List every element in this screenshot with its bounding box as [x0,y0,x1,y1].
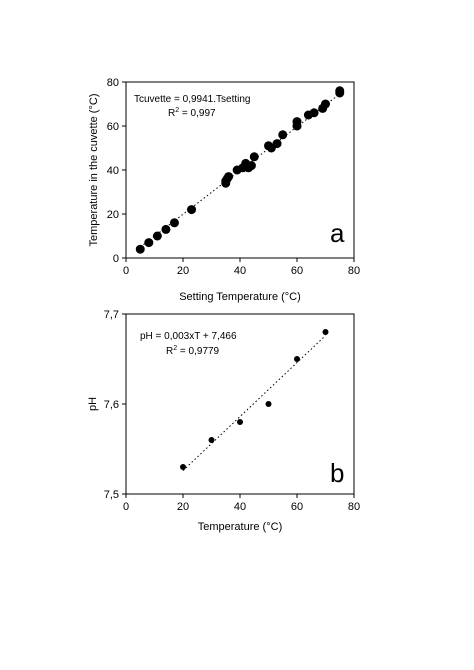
panel-b-data-point [294,356,300,362]
panel-a-y-axis-label: Temperature in the cuvette (°C) [88,94,100,247]
panel-a-data-point [309,108,319,118]
panel-b-x-tick-label: 0 [123,501,129,513]
panel-a-y-tick-label: 80 [107,77,119,89]
panel-b-x-tick-label: 20 [177,501,189,513]
panel-a-data-point [187,205,197,215]
panel-b-y-tick-label: 7,7 [104,309,119,321]
panel-b-y-tick-label: 7,6 [104,399,119,411]
panel-a-data-point [278,130,288,140]
panel-a-x-axis-label: Setting Temperature (°C) [179,291,301,303]
panel-b-trendline-path [182,335,326,471]
panel-b-data-points [180,329,329,470]
panel-a-x-tick-label: 80 [348,265,360,277]
panel-b-ticks: 0 20 40 60 80 7,5 7,6 7,7 [104,309,360,513]
panel-a-data-point [161,224,171,234]
panel-b-x-tick-label: 80 [348,501,360,513]
panel-a-data-point [169,218,179,228]
panel-b-data-point [237,419,243,425]
panel-b-data-point [322,329,329,335]
panel-a-data-point [321,99,330,109]
panel-a-data-point [246,161,256,171]
panel-a-data-point [135,244,145,254]
panel-a-data-points [135,86,345,254]
panel-a-y-tick-label: 0 [113,253,119,265]
panel-b-x-axis-label: Temperature (°C) [198,521,282,533]
panel-a-data-point [292,117,302,127]
panel-b-x-tick-label: 60 [291,501,303,513]
panel-a-y-tick-label: 20 [107,209,119,221]
panel-a-data-point [249,152,259,162]
panel-b-equation: pH = 0,003xT + 7,466 [140,331,237,342]
panel-b-data-point [180,464,186,470]
panel-a-x-tick-label: 0 [123,265,129,277]
panel-a-x-tick-label: 60 [291,265,303,277]
panel-a-chart: 0 20 40 60 80 0 20 40 60 80 Tcuvette = 0,9941.Tse… [88,77,360,303]
panel-a-x-tick-label: 40 [234,265,246,277]
panel-a-label: a [330,218,345,248]
panel-a-data-point [224,172,234,182]
panel-a-data-point [152,231,162,241]
panel-b-trendline [182,335,326,471]
panel-a-x-tick-label: 20 [177,265,189,277]
panel-b-data-point [208,437,215,443]
panel-a-y-tick-label: 40 [107,165,119,177]
panel-b-y-axis-label: pH [87,397,99,411]
panel-a-ticks: 0 20 40 60 80 0 20 40 60 80 [107,77,360,277]
panel-b-data-point [265,401,272,407]
panel-a-data-point [144,238,154,248]
panel-b-chart: 0 20 40 60 807,57,67,7 pH = 0,003xT + 7,466 … [87,309,360,533]
panel-a-equation: Tcuvette = 0,9941.Tsetting [134,94,250,105]
panel-a-r-squared: R2 = 0,997 [168,107,216,119]
panel-b-y-tick-label: 7,5 [104,489,119,501]
panel-b-r-squared: R2 = 0,9779 [166,345,220,357]
panel-b-x-tick-label: 40 [234,501,246,513]
panel-a-data-point [335,86,345,96]
panel-b-label: b [330,458,344,488]
panel-a-y-tick-label: 60 [107,121,119,133]
panel-a-data-point [272,139,282,149]
